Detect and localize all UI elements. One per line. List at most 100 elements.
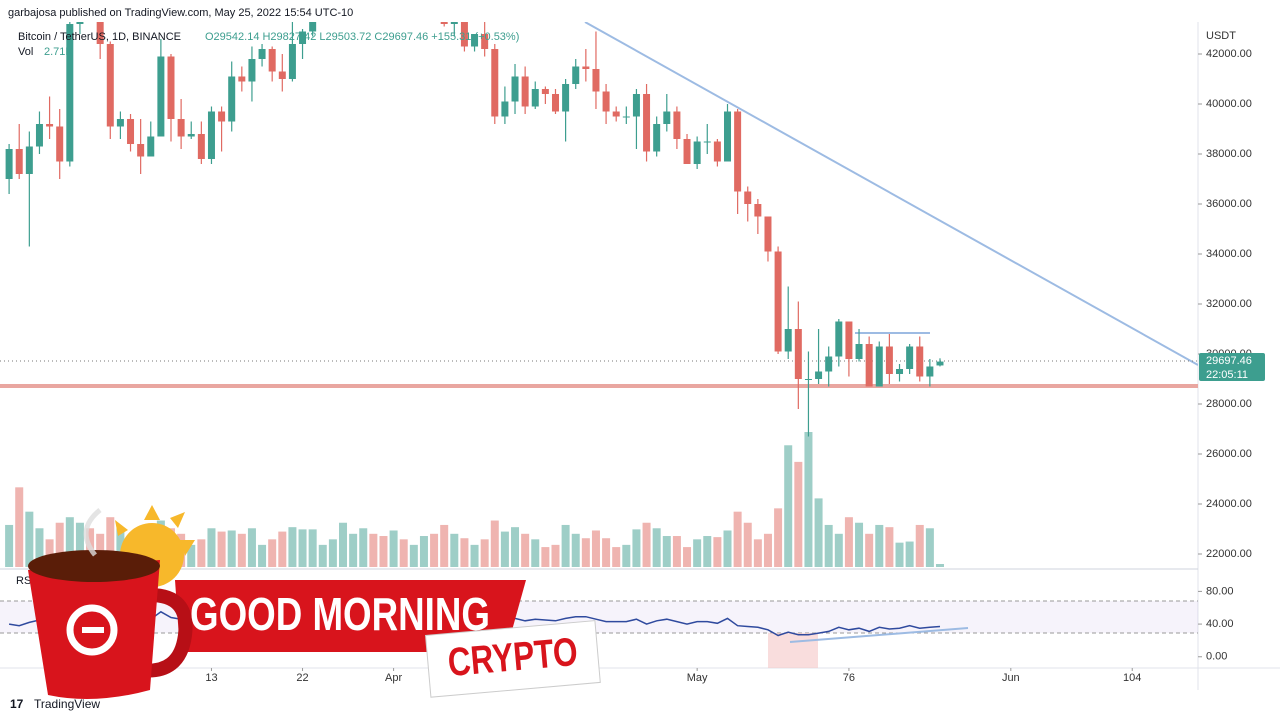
- candle-body: [916, 346, 924, 377]
- candle-body: [653, 124, 661, 152]
- volume-bar: [15, 487, 24, 567]
- volume-bar: [763, 533, 772, 567]
- candle-body: [703, 141, 711, 143]
- candle-body: [127, 119, 135, 144]
- volume-bar: [875, 524, 884, 567]
- volume-bar: [672, 536, 681, 567]
- candle-body: [187, 134, 195, 137]
- candle-body: [521, 76, 529, 107]
- footer-brand: TradingView: [34, 697, 100, 711]
- volume-bar: [430, 533, 439, 567]
- volume-bar: [915, 524, 924, 567]
- candle-body: [440, 22, 448, 24]
- volume-bar: [602, 538, 611, 567]
- volume-bar: [713, 537, 722, 567]
- volume-bar: [662, 536, 671, 567]
- volume-bar: [935, 564, 944, 567]
- x-tick-label: May: [687, 672, 708, 684]
- candle-body: [926, 366, 934, 377]
- volume-bar: [339, 522, 348, 567]
- candle-body: [885, 346, 893, 374]
- volume-bar: [268, 539, 277, 567]
- volume-bar: [511, 527, 520, 567]
- candle-body: [693, 141, 701, 164]
- candle-body: [663, 111, 671, 124]
- oversold-zone: [768, 633, 818, 668]
- candle-body: [582, 66, 590, 69]
- y-tick-label: 38000.00: [1206, 148, 1252, 160]
- x-tick-label: 22: [296, 672, 308, 684]
- volume-bar: [328, 539, 337, 567]
- candle-body: [825, 356, 833, 372]
- candle-body: [15, 149, 23, 174]
- y-tick-label: 36000.00: [1206, 198, 1252, 210]
- volume-bar: [784, 445, 793, 567]
- volume-bar: [369, 533, 378, 567]
- volume-bar: [399, 539, 408, 567]
- candle-body: [228, 76, 236, 122]
- symbol: Bitcoin / TetherUS, 1D, BINANCE: [18, 31, 181, 43]
- volume-bar: [753, 539, 762, 567]
- volume-bar: [571, 533, 580, 567]
- candle-body: [167, 56, 175, 119]
- ohlc-legend: O29542.14 H29827.42 L29503.72 C29697.46 …: [205, 31, 519, 43]
- candle-body: [875, 346, 883, 387]
- candle-body: [734, 111, 742, 192]
- candle-body: [936, 361, 944, 366]
- volume-bar: [409, 544, 418, 567]
- candle-body: [248, 59, 256, 82]
- volume-bar: [521, 533, 530, 567]
- subtitle-box: [424, 620, 601, 698]
- volume-bar: [55, 522, 64, 567]
- last-price-badge: [1199, 353, 1265, 381]
- volume-legend: Vol: [18, 46, 33, 58]
- candle-body: [673, 111, 681, 139]
- volume-bar: [480, 539, 489, 567]
- candle-body: [177, 119, 185, 137]
- volume-bar: [288, 527, 297, 567]
- volume-bar: [349, 533, 358, 567]
- candle-body: [197, 134, 205, 159]
- volume-bar: [217, 531, 226, 567]
- volume-bar: [925, 528, 934, 567]
- candle-body: [309, 22, 317, 32]
- candle-body: [835, 321, 843, 357]
- y-tick-label: 28000.00: [1206, 398, 1252, 410]
- volume-bar: [683, 547, 692, 567]
- volume-bar: [865, 533, 874, 567]
- candle-body: [804, 379, 812, 380]
- candle-body: [218, 111, 226, 122]
- candle-body: [541, 89, 549, 94]
- candle-body: [258, 49, 266, 59]
- candle-body: [551, 94, 559, 112]
- candle-body: [774, 251, 782, 352]
- y-tick-label: 32000.00: [1206, 298, 1252, 310]
- candle-body: [288, 44, 296, 79]
- candle-body: [845, 321, 853, 359]
- volume-bar: [187, 544, 196, 567]
- candle-body: [612, 111, 620, 117]
- volume-bar: [774, 508, 783, 567]
- y-tick-label: 24000.00: [1206, 498, 1252, 510]
- candle-body: [632, 94, 640, 117]
- volume-bar: [106, 517, 115, 567]
- volume-bar: [733, 511, 742, 567]
- volume-bar: [541, 547, 550, 567]
- footer: [0, 690, 1280, 720]
- candle-body: [602, 91, 610, 112]
- candle-body: [865, 344, 873, 387]
- x-tick-label: 13: [205, 672, 217, 684]
- volume-bar: [278, 531, 287, 567]
- volume-bar: [379, 536, 388, 567]
- banner-text: GOOD MORNING: [190, 588, 490, 640]
- volume-bar: [814, 498, 823, 567]
- volume-bar: [804, 432, 813, 567]
- volume-bar: [247, 528, 256, 567]
- candle-body: [35, 124, 43, 147]
- y-tick-label: 22000.00: [1206, 548, 1252, 560]
- volume-bar: [308, 529, 317, 567]
- volume-bar: [207, 528, 216, 567]
- candle-body: [450, 22, 458, 24]
- volume-bar: [561, 524, 570, 567]
- volume-bar: [844, 517, 853, 567]
